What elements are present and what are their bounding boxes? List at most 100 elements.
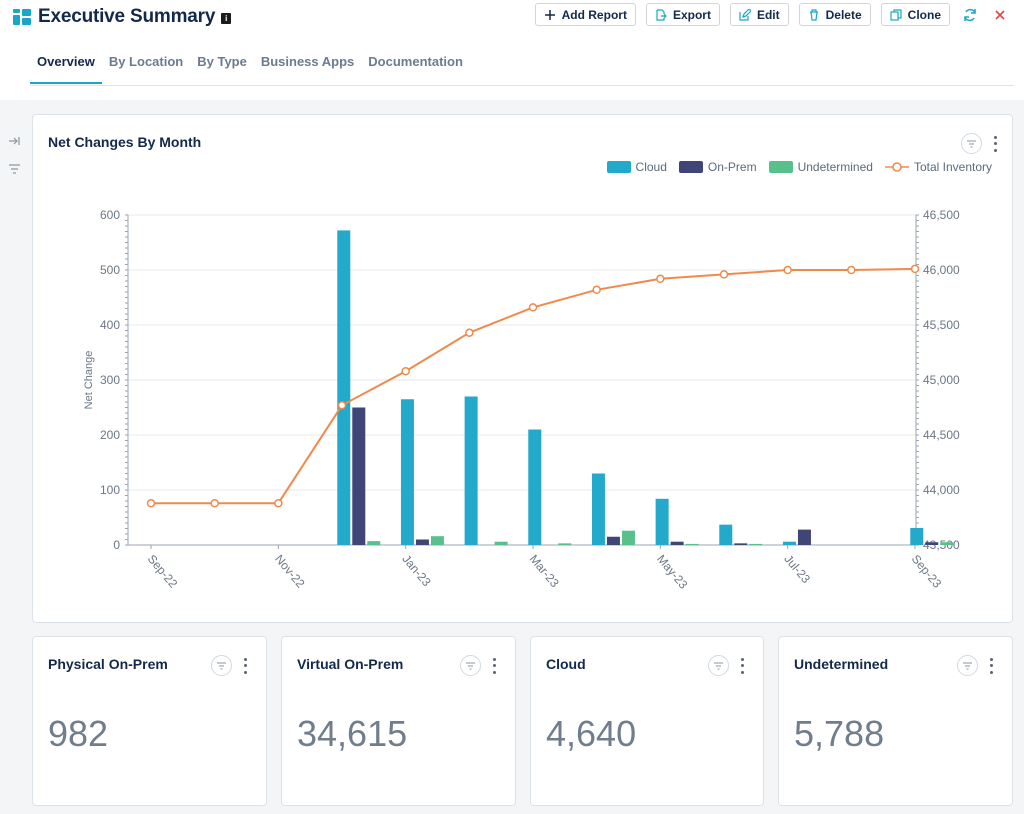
kpi-value: 5,788 [794,713,885,754]
clone-icon [890,8,902,21]
bar-undetermined [685,543,699,545]
card-tools [708,655,745,676]
y-tick-label: 400 [100,318,120,332]
bar-undetermined [621,530,635,545]
y-tick-label: 200 [100,428,120,442]
x-tick-label: Jul-23 [781,552,813,586]
bar-on-prem [606,536,620,545]
total-inventory-point [656,274,665,284]
export-icon [656,8,667,21]
total-inventory-point [528,303,538,312]
kpi-title: Virtual On-Prem [297,656,404,672]
card-filter-button[interactable] [460,655,481,676]
legend-item-cloud[interactable]: Cloud [606,160,667,174]
close-icon[interactable] [990,5,1010,25]
y-tick-label: 100 [100,483,120,497]
edit-button[interactable]: Edit [729,3,789,26]
kpi-value: 4,640 [546,713,637,754]
legend-label: On-Prem [707,160,757,174]
y-axis-label: Net Change [83,351,95,410]
trash-icon [809,8,818,21]
kpi-card-cloud: Cloud 4,640 [530,636,764,806]
bar-cloud [337,230,351,545]
bar-cloud [591,473,605,545]
filter-icon[interactable] [8,161,21,179]
y-tick-label: 300 [100,373,120,387]
bar-undetermined [558,543,572,545]
plus-icon [544,9,555,20]
net-changes-chart: 043,50010044,00020044,50030045,00040045,… [83,208,960,592]
card-menu-icon[interactable] [491,657,497,674]
title-area: Executive Summary i [12,6,232,28]
x-tick-label: Sep-23 [909,552,945,591]
card-filter-button[interactable] [708,655,729,676]
total-inventory-point [719,270,729,279]
card-filter-button[interactable] [957,655,978,676]
bar-cloud [464,396,478,545]
page-title: Executive Summary [38,6,216,27]
tab-by-location[interactable]: By Location [108,54,184,69]
legend-item-undetermined[interactable]: Undetermined [768,160,873,174]
legend-swatch-on-prem [678,161,703,173]
tab-divider [30,85,1014,86]
total-inventory-point [337,401,347,410]
y-tick-label: 500 [100,263,120,277]
y2-tick-label: 45,500 [923,318,960,332]
card-menu-icon[interactable] [739,657,745,674]
bar-undetermined [940,542,954,545]
kpi-title: Physical On-Prem [48,656,168,672]
bar-on-prem [734,543,748,545]
legend-item-on-prem[interactable]: On-Prem [678,160,757,174]
add-report-button[interactable]: Add Report [534,3,636,26]
bar-on-prem [797,529,811,545]
refresh-icon[interactable] [960,5,980,25]
delete-button[interactable]: Delete [798,3,871,26]
tab-by-type[interactable]: By Type [197,54,247,69]
x-tick-label: May-23 [654,552,691,592]
card-menu-icon[interactable] [242,657,248,674]
total-inventory-point [401,366,410,376]
tab-documentation[interactable]: Documentation [368,54,463,69]
y-tick-label: 600 [100,208,120,222]
dashboard-icon [13,9,31,25]
edit-icon [739,8,751,21]
bar-cloud [655,498,669,545]
bar-on-prem [352,407,366,545]
bar-undetermined [494,541,508,545]
chart-legend: Cloud On-Prem Undetermined Total Invento… [606,160,992,174]
bar-cloud [528,429,542,545]
bar-on-prem [925,542,939,545]
kpi-title: Undetermined [794,656,889,672]
card-menu-icon[interactable] [992,135,998,152]
info-icon[interactable]: i [221,13,232,24]
toolbar: Add Report Export Edit Delete Clone [534,3,1010,26]
legend-swatch-undetermined [768,161,793,173]
x-tick-label: Sep-22 [145,552,181,591]
export-button[interactable]: Export [645,3,720,26]
card-filter-button[interactable] [211,655,232,676]
top-header: Executive Summary i Add Report Export Ed… [0,0,1024,100]
y2-tick-label: 45,000 [923,373,960,387]
legend-item-total-inventory[interactable]: Total Inventory [884,160,992,174]
side-toolbar [8,133,21,179]
expand-panel-icon[interactable] [8,133,21,151]
edit-label: Edit [756,7,780,22]
total-inventory-point [910,264,920,274]
card-filter-button[interactable] [961,133,982,154]
kpi-card-virtual-on-prem: Virtual On-Prem 34,615 [281,636,516,806]
clone-label: Clone [907,7,941,22]
kpi-value: 34,615 [297,713,408,754]
y2-tick-label: 46,500 [923,208,960,222]
clone-button[interactable]: Clone [880,3,950,26]
delete-label: Delete [825,7,862,22]
y2-tick-label: 44,000 [923,483,960,497]
x-tick-label: Nov-22 [272,552,308,591]
tab-business-apps[interactable]: Business Apps [260,54,355,69]
card-tools [211,655,248,676]
legend-swatch-total-inventory [884,162,909,172]
total-inventory-point [210,498,219,508]
card-menu-icon[interactable] [988,657,994,674]
total-inventory-point [847,265,856,275]
tab-overview[interactable]: Overview [30,50,102,84]
total-inventory-point [274,498,283,508]
